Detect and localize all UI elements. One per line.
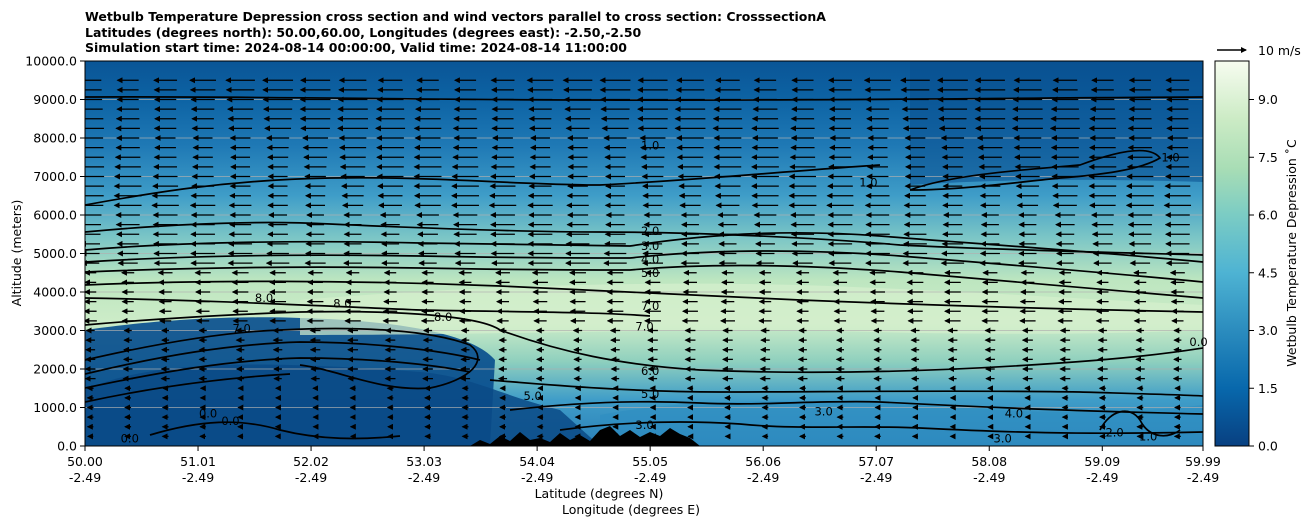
x-tick-label-lat: 50.00 (67, 454, 103, 469)
contour-label: 4.0 (641, 252, 659, 266)
x-tick-label-lat: 53.03 (406, 454, 442, 469)
y-axis-label: Altitude (meters) (9, 200, 24, 307)
x-tick-label-lon: -2.49 (1187, 470, 1219, 485)
contour-line (85, 264, 1203, 299)
colorbar-tick-label: 3.0 (1258, 323, 1278, 338)
colorbar-tick-label: 0.0 (1258, 439, 1278, 454)
contour-line (559, 421, 1203, 435)
contour-label: 0.0 (199, 406, 217, 420)
contour-label: 7.0 (641, 299, 659, 313)
y-tick-label: 3000.0 (33, 323, 77, 338)
x-tick-label-lon: -2.49 (973, 470, 1005, 485)
y-axis: 0.0 1000.0 2000.0 3000.0 4000.0 5000.0 6000.0 7… (25, 54, 85, 454)
contour-label: 7.0 (233, 322, 251, 336)
x-tick-label-lat: 57.07 (858, 454, 894, 469)
contour-label: 3.0 (635, 418, 653, 432)
colorbar-tick-label: 7.5 (1258, 150, 1278, 165)
chart-title: Wetbulb Temperature Depression cross sec… (85, 9, 826, 56)
contour-line (489, 379, 1203, 397)
x-tick-label-lon: -2.49 (860, 470, 892, 485)
contour-label: 2.0 (641, 224, 659, 238)
contour-label: 8.0 (255, 291, 273, 305)
x-tick-label-lat: 58.08 (971, 454, 1007, 469)
x-tick-label-lat: 52.02 (293, 454, 329, 469)
y-tick-label: 7000.0 (33, 169, 77, 184)
contour-label: 3.0 (994, 431, 1012, 445)
x-tick-label-lat: 59.09 (1084, 454, 1120, 469)
contour-label: 1.0 (1161, 150, 1179, 164)
title-line-2: Latitudes (degrees north): 50.00,60.00, … (85, 24, 642, 40)
x-tick-label-lat: 55.05 (632, 454, 668, 469)
contour-line (85, 373, 291, 403)
x-axis-label-line-2: Longitude (degrees E) (562, 502, 700, 517)
contour-line (85, 310, 1203, 374)
contour-line (85, 231, 1203, 263)
y-tick-label: 4000.0 (33, 285, 77, 300)
contour-label: 6.0 (641, 364, 659, 378)
x-tick-label-lon: -2.49 (634, 470, 666, 485)
colorbar-label: Wetbulb Temperature Depression ˚C (1284, 139, 1299, 367)
x-tick-label-lon: -2.49 (295, 470, 327, 485)
filled-contour-field (85, 61, 1203, 446)
contour-label: 1.0 (859, 175, 877, 189)
contour-label: 8.0 (434, 310, 452, 324)
colorbar-tick-label: 4.5 (1258, 265, 1278, 280)
y-tick-label: 10000.0 (25, 54, 77, 69)
x-tick-label-lon: -2.49 (69, 470, 101, 485)
y-tick-label: 2000.0 (33, 362, 77, 377)
contour-label: 4.0 (1005, 406, 1023, 420)
y-tick-label: 6000.0 (33, 208, 77, 223)
x-tick-label-lon: -2.49 (408, 470, 440, 485)
colorbar-ticks: 0.0 1.5 3.0 4.5 6.0 7.5 9.0 (1249, 92, 1278, 454)
x-axis: 50.00-2.4951.01-2.4952.02-2.4953.03-2.49… (67, 446, 1221, 485)
contour-label: 7.0 (635, 320, 653, 334)
colorbar (1214, 60, 1250, 447)
contour-line (509, 400, 1203, 415)
contour-line (909, 149, 1162, 191)
contour-label: 1.0 (1139, 429, 1157, 443)
colorbar-tick-label: 6.0 (1258, 208, 1278, 223)
contour-line (149, 421, 401, 440)
x-tick-label-lon: -2.49 (182, 470, 214, 485)
x-tick-label-lon: -2.49 (521, 470, 553, 485)
contour-label: 1.0 (641, 139, 659, 153)
title-line-1: Wetbulb Temperature Depression cross sec… (85, 9, 826, 24)
contour-label: 3.0 (641, 239, 659, 253)
x-tick-label-lat: 56.06 (745, 454, 781, 469)
y-tick-label: 1000.0 (33, 400, 77, 415)
x-tick-label-lat: 59.99 (1185, 454, 1221, 469)
contour-label: 5.0 (641, 387, 659, 401)
contour-label: 5.0 (641, 266, 659, 280)
wind-vectors (85, 77, 1192, 440)
contour-label: 5.0 (523, 389, 541, 403)
terrain-silhouette (85, 426, 700, 446)
contour-label: 0.0 (1189, 335, 1207, 349)
contour-label: 0.0 (221, 414, 239, 428)
contour-labels: 1.01.01.02.03.04.05.07.07.08.0 8.08.07.06… (121, 139, 1208, 446)
colorbar-tick-label: 1.5 (1258, 381, 1278, 396)
y-tick-label: 0.0 (57, 439, 77, 454)
contour-label: 3.0 (814, 404, 832, 418)
contour-line (85, 250, 1203, 283)
contour-label: 2.0 (1105, 426, 1123, 440)
y-tick-label: 5000.0 (33, 246, 77, 261)
x-tick-label-lon: -2.49 (747, 470, 779, 485)
x-tick-label-lon: -2.49 (1086, 470, 1118, 485)
contour-label: 0.0 (121, 431, 139, 445)
contour-label: 8.0 (333, 297, 351, 311)
contour-line (85, 297, 651, 317)
y-tick-label: 9000.0 (33, 92, 77, 107)
x-tick-label-lat: 54.04 (519, 454, 555, 469)
title-line-3: Simulation start time: 2024-08-14 00:00:… (85, 40, 627, 55)
x-axis-label-line-1: Latitude (degrees N) (535, 486, 664, 501)
colorbar-tick-label: 9.0 (1258, 92, 1278, 107)
contour-line (85, 341, 481, 375)
x-tick-label-lat: 51.01 (180, 454, 216, 469)
y-tick-label: 8000.0 (33, 131, 77, 146)
wind-reference-label: 10 m/s (1258, 43, 1301, 58)
contour-line (85, 357, 471, 389)
